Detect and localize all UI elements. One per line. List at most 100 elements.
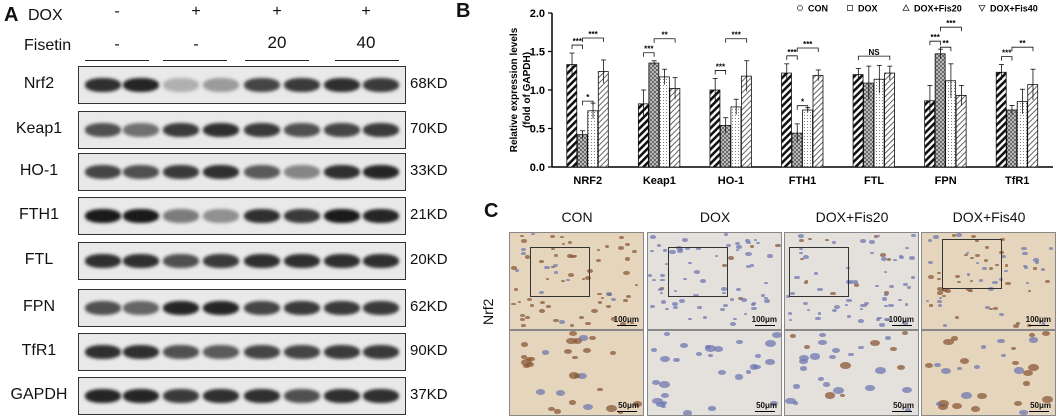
ihc-nucleus	[1041, 322, 1046, 325]
ihc-nucleus	[546, 304, 551, 308]
ihc-nucleus	[669, 250, 676, 254]
ihc-nucleus	[1022, 264, 1027, 268]
blot-band	[244, 78, 280, 92]
fisetin-value-4: 40	[356, 33, 376, 52]
ihc-nucleus	[550, 234, 556, 239]
ihc-nucleus	[510, 266, 518, 270]
ihc-nucleus	[833, 305, 840, 309]
ihc-nucleus	[774, 243, 781, 248]
blot-band	[284, 123, 320, 137]
scale-bar-label: 50μm	[893, 401, 914, 410]
panel-a-letter: A	[4, 4, 19, 26]
ihc-nucleus	[746, 240, 752, 245]
ihc-nucleus	[567, 254, 574, 259]
ihc-nucleus	[764, 299, 770, 303]
ihc-nucleus	[591, 309, 598, 314]
ihc-nucleus	[877, 316, 882, 320]
significance-bracket	[582, 37, 604, 42]
blot-protein-label: TfR1	[21, 342, 57, 359]
ihc-nucleus	[815, 316, 822, 321]
significance-label: **	[1019, 39, 1026, 48]
ihc-nucleus	[761, 294, 766, 297]
ihc-nucleus	[696, 246, 702, 250]
ihc-nucleus	[735, 249, 740, 252]
y-tick-label: 1.5	[530, 47, 545, 59]
ihc-nucleus	[535, 389, 546, 395]
ihc-nucleus	[984, 246, 989, 249]
ihc-overview-image: 100μm	[509, 232, 644, 330]
ihc-title-dox: DOX	[699, 209, 731, 225]
ihc-nucleus	[937, 291, 943, 295]
ihc-nucleus	[517, 301, 522, 304]
ihc-nucleus	[660, 393, 669, 399]
ihc-nucleus	[660, 400, 668, 405]
ihc-nucleus	[714, 345, 724, 352]
fisetin-value-2: -	[193, 36, 199, 53]
ihc-nucleus	[874, 284, 879, 288]
ihc-nucleus	[999, 312, 1005, 317]
ihc-nucleus	[659, 381, 671, 389]
ihc-nucleus	[937, 304, 942, 307]
ihc-nucleus	[597, 300, 603, 304]
scale-bar-label: 100μm	[751, 315, 777, 324]
ihc-nucleus	[799, 366, 807, 371]
ihc-nucleus	[521, 355, 527, 359]
bar	[576, 134, 588, 168]
ihc-nucleus	[722, 292, 726, 295]
ihc-nucleus	[942, 338, 954, 346]
fisetin-bar-4	[335, 60, 399, 61]
y-tick-label: 0.0	[530, 162, 545, 174]
scale-bar	[1029, 411, 1049, 412]
ihc-nucleus	[798, 238, 804, 242]
bar	[1006, 109, 1018, 168]
ihc-nucleus	[652, 397, 664, 405]
blot-band	[123, 165, 159, 179]
scale-bar-label: 100μm	[613, 315, 639, 324]
ihc-nucleus	[993, 307, 999, 311]
blot-band	[163, 254, 199, 268]
significance-label: NS	[869, 48, 881, 57]
ihc-nucleus	[722, 303, 729, 308]
ihc-nucleus	[649, 235, 657, 240]
blot-protein-label: HO-1	[19, 162, 59, 179]
ihc-nucleus	[554, 409, 562, 414]
ihc-nucleus	[870, 339, 880, 346]
ihc-nucleus	[817, 287, 824, 292]
ihc-nucleus	[567, 241, 572, 244]
zoom-region-box	[668, 247, 728, 297]
ihc-nucleus	[1012, 360, 1020, 366]
ihc-nucleus	[804, 345, 811, 350]
significance-bracket	[582, 100, 594, 106]
dox-label: DOX	[28, 7, 63, 24]
panel-b-letter: B	[456, 0, 471, 22]
ihc-nucleus	[879, 322, 886, 327]
x-tick-label: FTL	[864, 175, 884, 187]
ihc-nucleus	[1033, 267, 1038, 270]
ihc-nucleus	[539, 301, 546, 305]
blot-band	[85, 123, 121, 137]
blot-strip	[78, 197, 406, 235]
ihc-nucleus	[880, 253, 886, 257]
ihc-nucleus	[863, 301, 870, 306]
ihc-nucleus	[570, 254, 577, 259]
ihc-nucleus	[942, 323, 947, 327]
ihc-nucleus	[984, 306, 990, 310]
blot-band	[324, 389, 360, 403]
ihc-nucleus	[1023, 381, 1031, 386]
ihc-nucleus	[625, 242, 631, 246]
ihc-nucleus	[548, 406, 556, 412]
scale-bar	[617, 411, 637, 412]
blot-band	[363, 165, 399, 179]
legend-label: DOX	[858, 4, 878, 14]
dox-sign-2: +	[191, 3, 201, 20]
significance-bracket	[929, 40, 941, 46]
ihc-nucleus	[969, 280, 974, 283]
legend-marker	[902, 4, 910, 11]
ihc-nucleus	[528, 357, 535, 361]
blot-band	[324, 123, 360, 137]
ihc-nucleus	[732, 317, 738, 321]
ihc-nucleus	[520, 248, 526, 252]
ihc-nucleus	[848, 352, 855, 357]
ihc-nucleus	[750, 264, 755, 267]
legend-marker	[978, 5, 986, 12]
